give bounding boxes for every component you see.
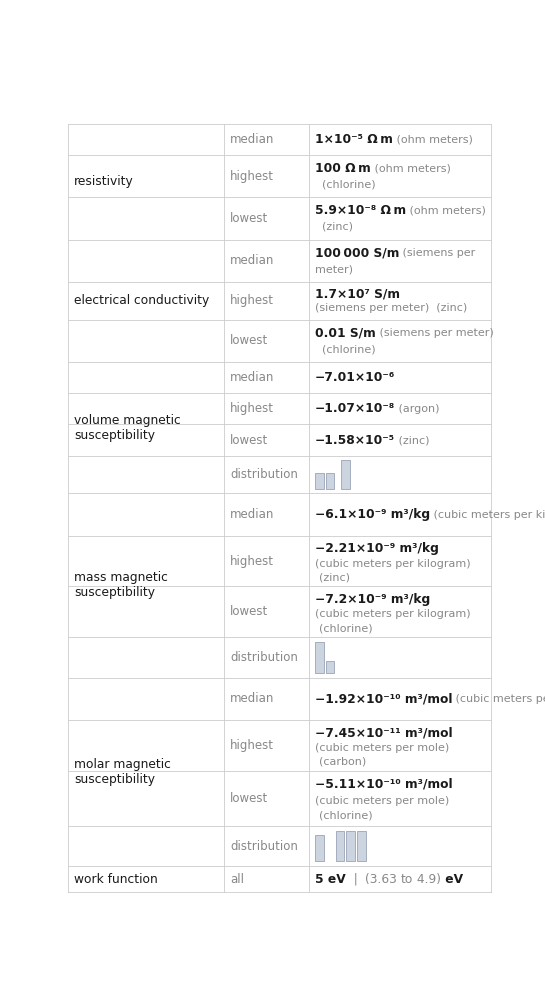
Text: highest: highest [231, 295, 274, 307]
Text: (siemens per: (siemens per [399, 248, 475, 259]
Text: (zinc): (zinc) [319, 572, 350, 582]
Text: −7.01×10⁻⁶: −7.01×10⁻⁶ [315, 371, 395, 384]
Text: (chlorine): (chlorine) [319, 811, 373, 821]
Text: −7.2×10⁻⁹ m³/kg: −7.2×10⁻⁹ m³/kg [315, 593, 430, 606]
Text: lowest: lowest [231, 434, 269, 447]
Text: (cubic meters per kilogram): (cubic meters per kilogram) [315, 558, 470, 568]
Text: 4.9): 4.9) [413, 873, 441, 885]
Text: (carbon): (carbon) [319, 757, 366, 767]
Text: all: all [231, 873, 244, 885]
Text: (cubic meters per mole): (cubic meters per mole) [452, 694, 545, 703]
Bar [357, 831, 366, 861]
Text: 5 eV: 5 eV [315, 873, 346, 885]
Text: (3.63: (3.63 [365, 873, 401, 885]
Bar [341, 460, 350, 489]
Text: highest: highest [231, 738, 274, 751]
Text: (chlorine): (chlorine) [319, 623, 373, 633]
Text: molar magnetic
susceptibility: molar magnetic susceptibility [74, 758, 171, 786]
Text: (argon): (argon) [395, 403, 439, 413]
Text: distribution: distribution [231, 651, 298, 664]
Bar [346, 831, 355, 861]
Text: distribution: distribution [231, 468, 298, 481]
Bar [326, 661, 335, 673]
Text: (zinc): (zinc) [315, 222, 353, 232]
Text: (cubic meters per mole): (cubic meters per mole) [315, 796, 449, 806]
Text: −2.21×10⁻⁹ m³/kg: −2.21×10⁻⁹ m³/kg [315, 542, 439, 555]
Text: (chlorine): (chlorine) [315, 180, 376, 190]
Text: 100 000 S/m: 100 000 S/m [315, 246, 399, 260]
Text: −6.1×10⁻⁹ m³/kg: −6.1×10⁻⁹ m³/kg [315, 508, 430, 521]
Text: (chlorine): (chlorine) [315, 344, 376, 354]
Text: resistivity: resistivity [74, 175, 134, 188]
Text: median: median [231, 508, 275, 521]
Text: (ohm meters): (ohm meters) [392, 135, 473, 145]
Text: (ohm meters): (ohm meters) [371, 164, 450, 174]
Text: −1.58×10⁻⁵: −1.58×10⁻⁵ [315, 434, 395, 447]
Text: (siemens per meter): (siemens per meter) [376, 328, 493, 338]
Text: median: median [231, 371, 275, 384]
Text: −5.11×10⁻¹⁰ m³/mol: −5.11×10⁻¹⁰ m³/mol [315, 778, 452, 791]
Text: median: median [231, 255, 275, 268]
Text: (siemens per meter)  (zinc): (siemens per meter) (zinc) [315, 304, 467, 313]
Bar [326, 473, 335, 489]
Text: (ohm meters): (ohm meters) [406, 206, 486, 216]
Text: lowest: lowest [231, 334, 269, 347]
Text: lowest: lowest [231, 606, 269, 619]
Text: (cubic meters per kilogram): (cubic meters per kilogram) [430, 509, 545, 519]
Text: 0.01 S/m: 0.01 S/m [315, 327, 376, 340]
Text: 1×10⁻⁵ Ω m: 1×10⁻⁵ Ω m [315, 133, 392, 146]
Text: distribution: distribution [231, 840, 298, 852]
Bar [315, 473, 324, 489]
Text: (zinc): (zinc) [395, 435, 429, 445]
Text: −1.92×10⁻¹⁰ m³/mol: −1.92×10⁻¹⁰ m³/mol [315, 692, 452, 705]
Text: highest: highest [231, 402, 274, 415]
Text: (cubic meters per mole): (cubic meters per mole) [315, 742, 449, 752]
Text: to: to [401, 873, 413, 885]
Text: meter): meter) [315, 265, 353, 275]
Text: 5.9×10⁻⁸ Ω m: 5.9×10⁻⁸ Ω m [315, 204, 406, 217]
Text: highest: highest [231, 554, 274, 567]
Text: (cubic meters per kilogram): (cubic meters per kilogram) [315, 610, 470, 620]
Text: median: median [231, 692, 275, 705]
Text: 1.7×10⁷ S/m: 1.7×10⁷ S/m [315, 288, 400, 301]
Text: −7.45×10⁻¹¹ m³/mol: −7.45×10⁻¹¹ m³/mol [315, 726, 452, 739]
Text: highest: highest [231, 170, 274, 183]
Text: median: median [231, 133, 275, 146]
Text: electrical conductivity: electrical conductivity [74, 295, 209, 307]
Text: |: | [346, 873, 365, 885]
Text: eV: eV [441, 873, 463, 885]
Text: lowest: lowest [231, 792, 269, 805]
Text: −1.07×10⁻⁸: −1.07×10⁻⁸ [315, 402, 395, 415]
Text: work function: work function [74, 873, 158, 885]
Bar [315, 642, 324, 673]
Text: lowest: lowest [231, 212, 269, 225]
Bar [336, 831, 344, 861]
Text: 100 Ω m: 100 Ω m [315, 162, 371, 175]
Bar [315, 835, 324, 861]
Text: volume magnetic
susceptibility: volume magnetic susceptibility [74, 413, 181, 442]
Text: mass magnetic
susceptibility: mass magnetic susceptibility [74, 571, 168, 600]
